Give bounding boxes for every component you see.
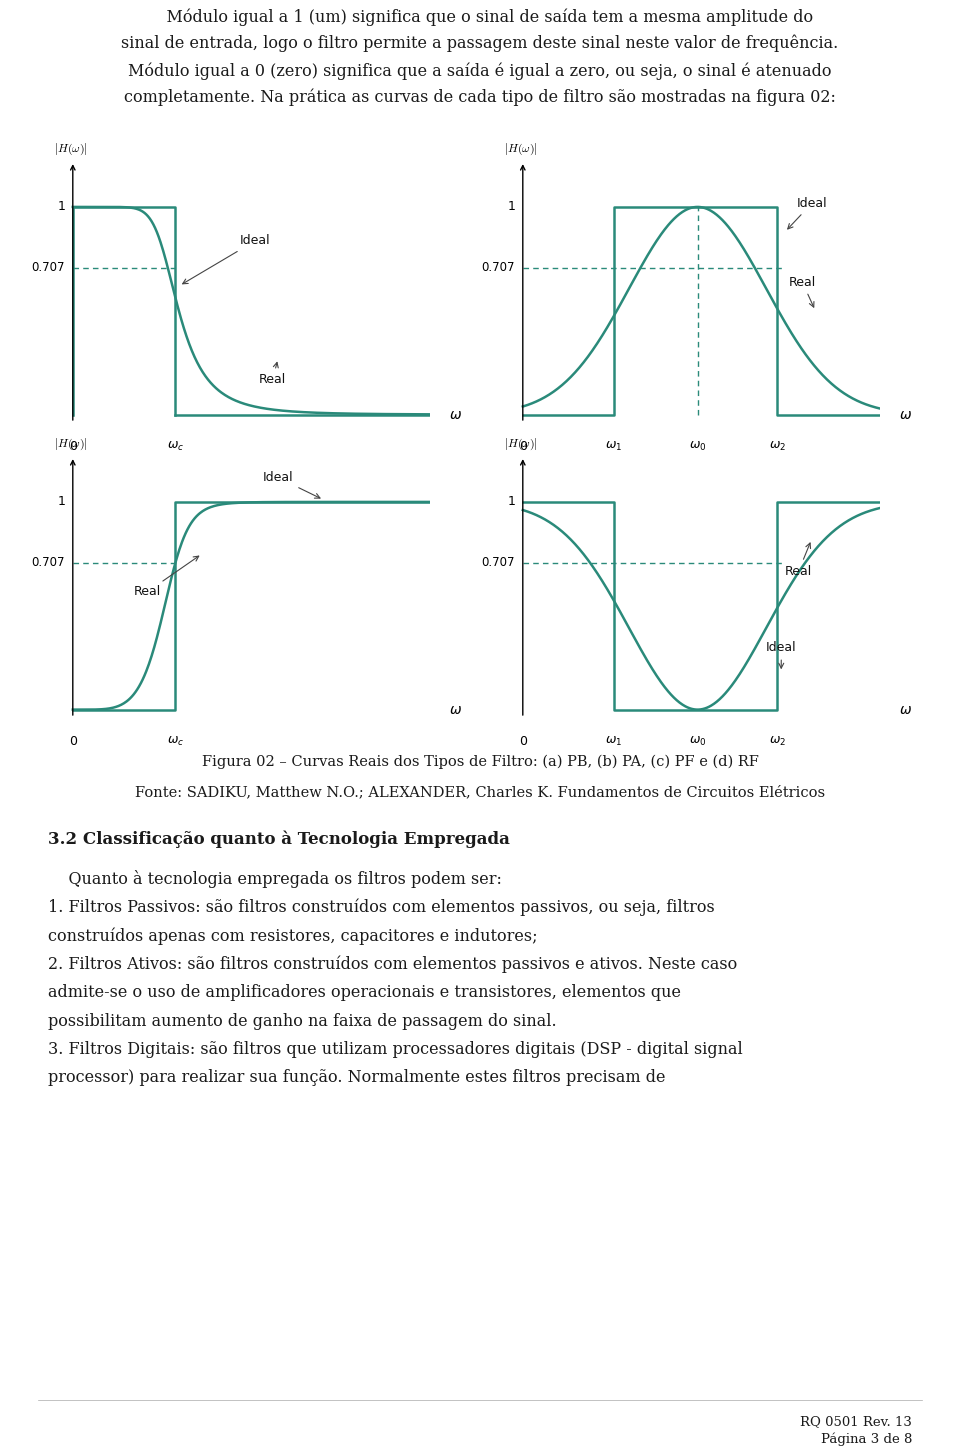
Text: Fonte: SADIKU, Matthew N.O.; ALEXANDER, Charles K. Fundamentos de Circuitos Elét: Fonte: SADIKU, Matthew N.O.; ALEXANDER, …	[135, 785, 825, 800]
Text: $|H(\omega)|$: $|H(\omega)|$	[504, 142, 538, 157]
Text: possibilitam aumento de ganho na faixa de passagem do sinal.: possibilitam aumento de ganho na faixa d…	[48, 1013, 557, 1030]
Text: 0.707: 0.707	[32, 261, 65, 274]
Text: 0: 0	[518, 440, 527, 453]
Text: 0: 0	[69, 440, 77, 453]
Text: 0: 0	[518, 734, 527, 747]
Text: Módulo igual a 1 (um) significa que o sinal de saída tem a mesma amplitude do: Módulo igual a 1 (um) significa que o si…	[147, 9, 813, 26]
Text: Módulo igual a 0 (zero) significa que a saída é igual a zero, ou seja, o sinal é: Módulo igual a 0 (zero) significa que a …	[129, 62, 831, 80]
Text: processor) para realizar sua função. Normalmente estes filtros precisam de: processor) para realizar sua função. Nor…	[48, 1069, 665, 1087]
Text: $\omega_1$: $\omega_1$	[606, 440, 623, 453]
Text: 0.707: 0.707	[482, 261, 516, 274]
Text: 3. Filtros Digitais: são filtros que utilizam processadores digitais (DSP - digi: 3. Filtros Digitais: são filtros que uti…	[48, 1040, 743, 1058]
Text: $\omega_2$: $\omega_2$	[769, 734, 786, 747]
Text: $\omega$: $\omega$	[449, 702, 462, 717]
Text: $|H(\omega)|$: $|H(\omega)|$	[54, 437, 87, 453]
Text: Real: Real	[789, 276, 816, 308]
Text: 2. Filtros Ativos: são filtros construídos com elementos passivos e ativos. Nest: 2. Filtros Ativos: são filtros construíd…	[48, 956, 737, 974]
Text: $\omega$: $\omega$	[899, 408, 912, 422]
Text: RQ 0501 Rev. 13: RQ 0501 Rev. 13	[800, 1415, 912, 1428]
Text: Real: Real	[259, 363, 286, 386]
Text: construídos apenas com resistores, capacitores e indutores;: construídos apenas com resistores, capac…	[48, 927, 538, 945]
Text: $|H(\omega)|$: $|H(\omega)|$	[504, 437, 538, 453]
Text: Figura 02 – Curvas Reais dos Tipos de Filtro: (a) PB, (b) PA, (c) PF e (d) RF: Figura 02 – Curvas Reais dos Tipos de Fi…	[202, 755, 758, 769]
Text: Ideal: Ideal	[263, 472, 320, 498]
Text: Real: Real	[785, 543, 812, 577]
Text: sinal de entrada, logo o filtro permite a passagem deste sinal neste valor de fr: sinal de entrada, logo o filtro permite …	[121, 35, 839, 52]
Text: Quanto à tecnologia empregada os filtros podem ser:: Quanto à tecnologia empregada os filtros…	[48, 871, 502, 888]
Text: 1. Filtros Passivos: são filtros construídos com elementos passivos, ou seja, fi: 1. Filtros Passivos: são filtros constru…	[48, 898, 715, 916]
Text: Ideal: Ideal	[766, 641, 797, 669]
Text: $\omega_2$: $\omega_2$	[769, 440, 786, 453]
Text: admite-se o uso de amplificadores operacionais e transistores, elementos que: admite-se o uso de amplificadores operac…	[48, 984, 681, 1001]
Text: 0.707: 0.707	[482, 556, 516, 569]
Text: $\omega_c$: $\omega_c$	[167, 440, 184, 453]
Text: completamente. Na prática as curvas de cada tipo de filtro são mostradas na figu: completamente. Na prática as curvas de c…	[124, 89, 836, 106]
Text: Página 3 de 8: Página 3 de 8	[821, 1434, 912, 1447]
Text: Real: Real	[133, 556, 199, 598]
Text: $\omega_1$: $\omega_1$	[606, 734, 623, 747]
Text: 3.2 Classificação quanto à Tecnologia Empregada: 3.2 Classificação quanto à Tecnologia Em…	[48, 830, 510, 847]
Text: 1: 1	[58, 200, 65, 213]
Text: $\omega_c$: $\omega_c$	[167, 734, 184, 747]
Text: 1: 1	[58, 495, 65, 508]
Text: $\omega_0$: $\omega_0$	[689, 734, 707, 747]
Text: Ideal: Ideal	[788, 197, 827, 229]
Text: 0.707: 0.707	[32, 556, 65, 569]
Text: $\omega$: $\omega$	[449, 408, 462, 422]
Text: 1: 1	[507, 495, 516, 508]
Text: 1: 1	[507, 200, 516, 213]
Text: 0: 0	[69, 734, 77, 747]
Text: $\omega_0$: $\omega_0$	[689, 440, 707, 453]
Text: $|H(\omega)|$: $|H(\omega)|$	[54, 142, 87, 157]
Text: $\omega$: $\omega$	[899, 702, 912, 717]
Text: Ideal: Ideal	[182, 234, 271, 284]
